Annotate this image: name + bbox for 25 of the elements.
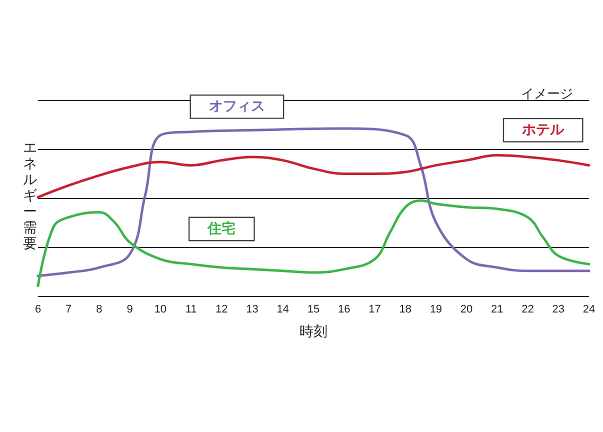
x-tick-label: 9 xyxy=(126,304,133,316)
series-label: ホテル xyxy=(521,122,566,138)
x-axis-title: 時刻 xyxy=(300,323,328,339)
x-tick-label: 16 xyxy=(338,304,350,316)
x-tick-label: 17 xyxy=(368,304,381,316)
text: イメージ xyxy=(521,87,573,102)
x-tick-label: 24 xyxy=(582,304,596,316)
x-tick-label: 6 xyxy=(34,304,42,316)
x-tick-label: 7 xyxy=(66,304,72,316)
text: 住宅 xyxy=(206,220,236,237)
x-tick-label: 11 xyxy=(185,304,197,316)
x-tick-label: 10 xyxy=(154,304,167,316)
x-tick-label: 15 xyxy=(307,304,320,316)
x-tick-label: 23 xyxy=(552,304,565,316)
x-tick-label: 20 xyxy=(460,304,473,316)
x-tick-label: 12 xyxy=(216,304,228,316)
x-tick-label: 19 xyxy=(430,304,442,316)
y-axis-title: エネルギー需要 xyxy=(22,140,38,252)
x-tick-label: 21 xyxy=(491,304,504,316)
series-label: オフィス xyxy=(208,98,265,115)
x-tick-label: 22 xyxy=(522,304,534,316)
x-tick-label: 13 xyxy=(246,304,258,316)
x-tick-label: 14 xyxy=(276,304,290,316)
x-tick-label: 8 xyxy=(96,304,102,316)
x-tick-label: 18 xyxy=(399,304,412,316)
